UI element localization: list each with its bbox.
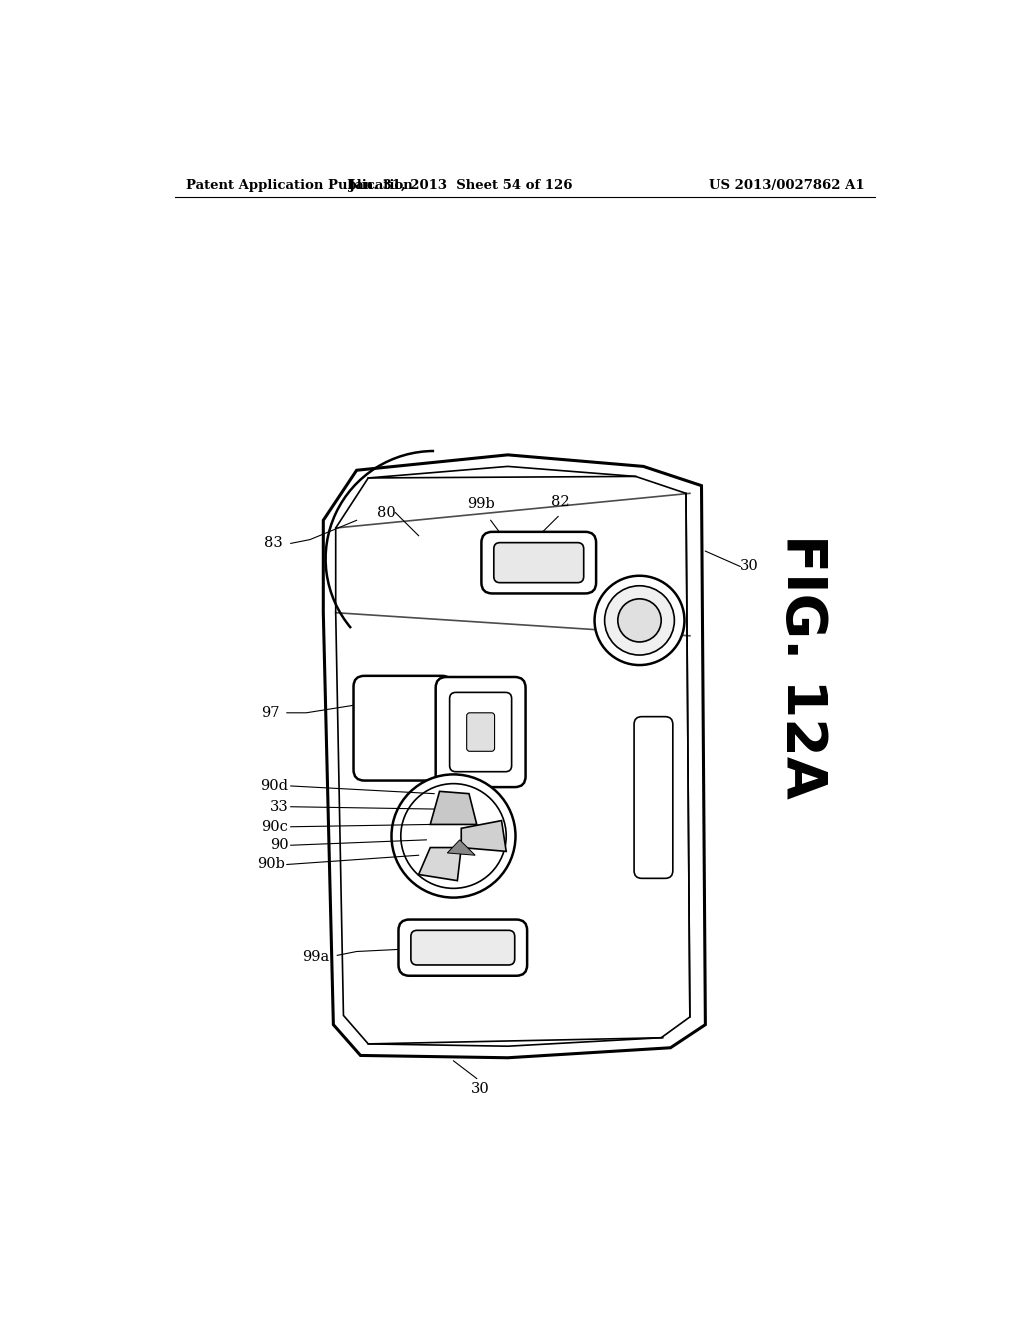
- Text: 83: 83: [264, 536, 283, 550]
- Circle shape: [400, 784, 506, 888]
- Polygon shape: [461, 821, 506, 851]
- Polygon shape: [447, 840, 475, 855]
- Text: Jan. 31, 2013  Sheet 54 of 126: Jan. 31, 2013 Sheet 54 of 126: [349, 178, 573, 191]
- Text: 99a: 99a: [302, 950, 330, 964]
- FancyBboxPatch shape: [411, 931, 515, 965]
- Polygon shape: [430, 792, 477, 825]
- FancyBboxPatch shape: [467, 713, 495, 751]
- Polygon shape: [324, 455, 706, 1057]
- FancyBboxPatch shape: [494, 543, 584, 582]
- Polygon shape: [419, 847, 461, 880]
- Text: 30: 30: [471, 1082, 490, 1097]
- Text: 82: 82: [551, 495, 569, 508]
- Text: Patent Application Publication: Patent Application Publication: [186, 178, 413, 191]
- Text: 33: 33: [269, 800, 289, 813]
- Text: 90b: 90b: [257, 858, 285, 871]
- FancyBboxPatch shape: [450, 693, 512, 772]
- Text: 90d: 90d: [260, 779, 289, 793]
- Text: FIG. 12A: FIG. 12A: [775, 535, 829, 799]
- Circle shape: [391, 775, 515, 898]
- Circle shape: [617, 599, 662, 642]
- Circle shape: [595, 576, 684, 665]
- Circle shape: [604, 586, 675, 655]
- FancyBboxPatch shape: [634, 717, 673, 878]
- Text: 97: 97: [261, 706, 280, 719]
- Text: 99b: 99b: [467, 498, 495, 511]
- Text: 90c: 90c: [261, 820, 289, 834]
- Text: 80: 80: [377, 506, 395, 520]
- FancyBboxPatch shape: [481, 532, 596, 594]
- FancyBboxPatch shape: [353, 676, 453, 780]
- Text: 30: 30: [740, 560, 759, 573]
- Text: US 2013/0027862 A1: US 2013/0027862 A1: [709, 178, 864, 191]
- FancyBboxPatch shape: [398, 920, 527, 975]
- Text: 90: 90: [269, 838, 289, 853]
- FancyBboxPatch shape: [435, 677, 525, 787]
